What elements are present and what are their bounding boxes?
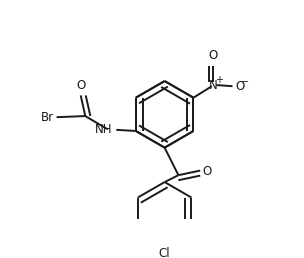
Text: −: −: [241, 77, 249, 87]
Text: N: N: [209, 79, 217, 92]
Text: O: O: [76, 79, 85, 92]
Text: Br: Br: [41, 111, 54, 124]
Text: O: O: [236, 80, 245, 93]
Text: O: O: [202, 165, 212, 178]
Text: +: +: [215, 75, 223, 85]
Text: NH: NH: [95, 123, 113, 136]
Text: O: O: [208, 49, 218, 62]
Text: Cl: Cl: [159, 247, 171, 258]
